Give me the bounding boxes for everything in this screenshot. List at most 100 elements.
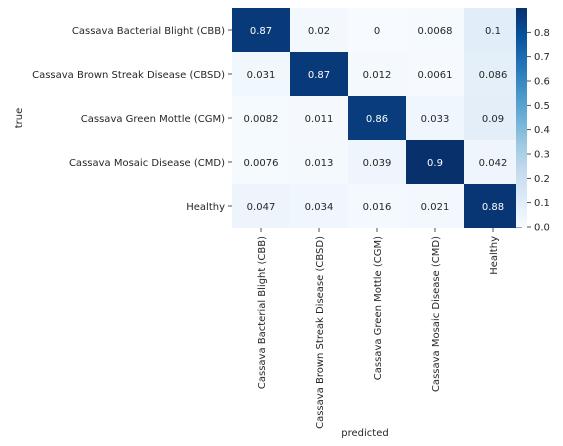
colorbar-segment (516, 21, 527, 25)
colorbar-segment (516, 183, 527, 186)
cell-value-label: 0.042 (479, 158, 508, 169)
colorbar-segment (516, 123, 527, 127)
colorbar-segment (516, 79, 527, 83)
colorbar-segment (516, 89, 527, 93)
cell-value-label: 0.039 (363, 158, 392, 169)
heatmap-cell (464, 52, 522, 96)
colorbar-segment (516, 51, 527, 55)
colorbar-segment (516, 221, 527, 224)
cell-value-label: 0.033 (421, 114, 450, 125)
cell-value-label: 0.013 (305, 158, 334, 169)
colorbar-segment (516, 33, 527, 37)
colorbar-tick-label: 0.3 (534, 150, 550, 161)
x-tick-label: Cassava Green Mottle (CGM) (373, 236, 384, 380)
colorbar-segment (516, 125, 527, 129)
x-tick-label: Cassava Mosaic Disease (CMD) (431, 236, 442, 392)
colorbar-segment (516, 109, 527, 113)
colorbar-segment (516, 209, 527, 212)
cell-value-label: 0.9 (427, 158, 443, 169)
colorbar-segment (516, 111, 527, 115)
colorbar-segment (516, 37, 527, 41)
colorbar-segment (516, 11, 527, 15)
colorbar-segment (516, 217, 527, 220)
heatmap-cell (348, 96, 406, 140)
colorbar-segment (516, 133, 527, 137)
colorbar-segment (516, 101, 527, 105)
colorbar-segment (516, 47, 527, 51)
y-axis-title: true (14, 108, 25, 129)
colorbar-segment (516, 177, 527, 180)
colorbar-segment (516, 93, 527, 97)
colorbar-segment (516, 173, 527, 176)
colorbar-segment (516, 77, 527, 81)
heatmap-cell (464, 184, 522, 228)
colorbar-segment (516, 131, 527, 135)
colorbar-segment (516, 205, 527, 208)
cell-value-label: 0.1 (485, 26, 501, 37)
colorbar-tick-label: 0.1 (534, 198, 550, 209)
colorbar-segment (516, 95, 527, 99)
colorbar-segment (516, 147, 527, 150)
colorbar-segment (516, 45, 527, 49)
x-tick-label: Healthy (489, 236, 500, 275)
heatmap-cell (290, 184, 348, 228)
colorbar-segment (516, 103, 527, 107)
colorbar-segment (516, 155, 527, 158)
colorbar-segment (516, 35, 527, 39)
colorbar-segment (516, 167, 527, 170)
colorbar-segment (516, 69, 527, 73)
colorbar-segment (516, 57, 527, 61)
colorbar-segment (516, 19, 527, 23)
cell-value-label: 0.012 (363, 70, 392, 81)
colorbar-segment (516, 13, 527, 17)
colorbar-segment (516, 151, 527, 154)
cell-value-label: 0.0061 (418, 70, 453, 81)
colorbar-segment (516, 83, 527, 87)
colorbar-segment (516, 8, 527, 11)
colorbar-tick-label: 0.0 (534, 223, 550, 234)
colorbar-tick-label: 0.6 (534, 77, 550, 88)
colorbar-segment (516, 41, 527, 45)
colorbar-segment (516, 157, 527, 160)
x-axis-title: predicted (341, 428, 388, 439)
heatmap-cell (290, 8, 348, 52)
colorbar-segment (516, 55, 527, 59)
colorbar-segment (516, 53, 527, 57)
x-tick-label: Cassava Bacterial Blight (CBB) (257, 236, 268, 389)
colorbar-segment (516, 223, 527, 226)
x-tick-labels: Cassava Bacterial Blight (CBB) Cassava Br… (257, 228, 500, 429)
heatmap-cell (406, 140, 464, 184)
colorbar-segment (516, 85, 527, 89)
colorbar-segment (516, 43, 527, 47)
colorbar-segment (516, 139, 527, 142)
colorbar-segment (516, 163, 527, 166)
colorbar-segment (516, 201, 527, 204)
colorbar: 0.0 0.1 0.2 0.3 0.4 0.5 0.6 0.7 0.8 (516, 8, 550, 234)
colorbar-segment (516, 159, 527, 162)
colorbar-segment (516, 39, 527, 43)
heatmap-cell (406, 184, 464, 228)
colorbar-segment (516, 75, 527, 79)
heatmap-cell (348, 140, 406, 184)
colorbar-segment (516, 211, 527, 214)
colorbar-tick-label: 0.8 (534, 28, 550, 39)
colorbar-segment (516, 203, 527, 206)
colorbar-tick-label: 0.5 (534, 101, 550, 112)
colorbar-segment (516, 73, 527, 77)
colorbar-segment (516, 67, 527, 71)
colorbar-segment (516, 105, 527, 109)
colorbar-segment (516, 49, 527, 53)
colorbar-segment (516, 121, 527, 125)
cell-value-label: 0.016 (363, 202, 392, 213)
cell-value-label: 0.87 (250, 26, 272, 37)
colorbar-segment (516, 175, 527, 178)
colorbar-segment (516, 161, 527, 164)
colorbar-segment (516, 97, 527, 101)
colorbar-segment (516, 213, 527, 216)
x-tick-label: Cassava Brown Streak Disease (CBSD) (315, 236, 326, 429)
colorbar-tick-label: 0.2 (534, 174, 550, 185)
colorbar-segment (516, 137, 527, 140)
colorbar-segment (516, 169, 527, 172)
colorbar-segment (516, 63, 527, 67)
